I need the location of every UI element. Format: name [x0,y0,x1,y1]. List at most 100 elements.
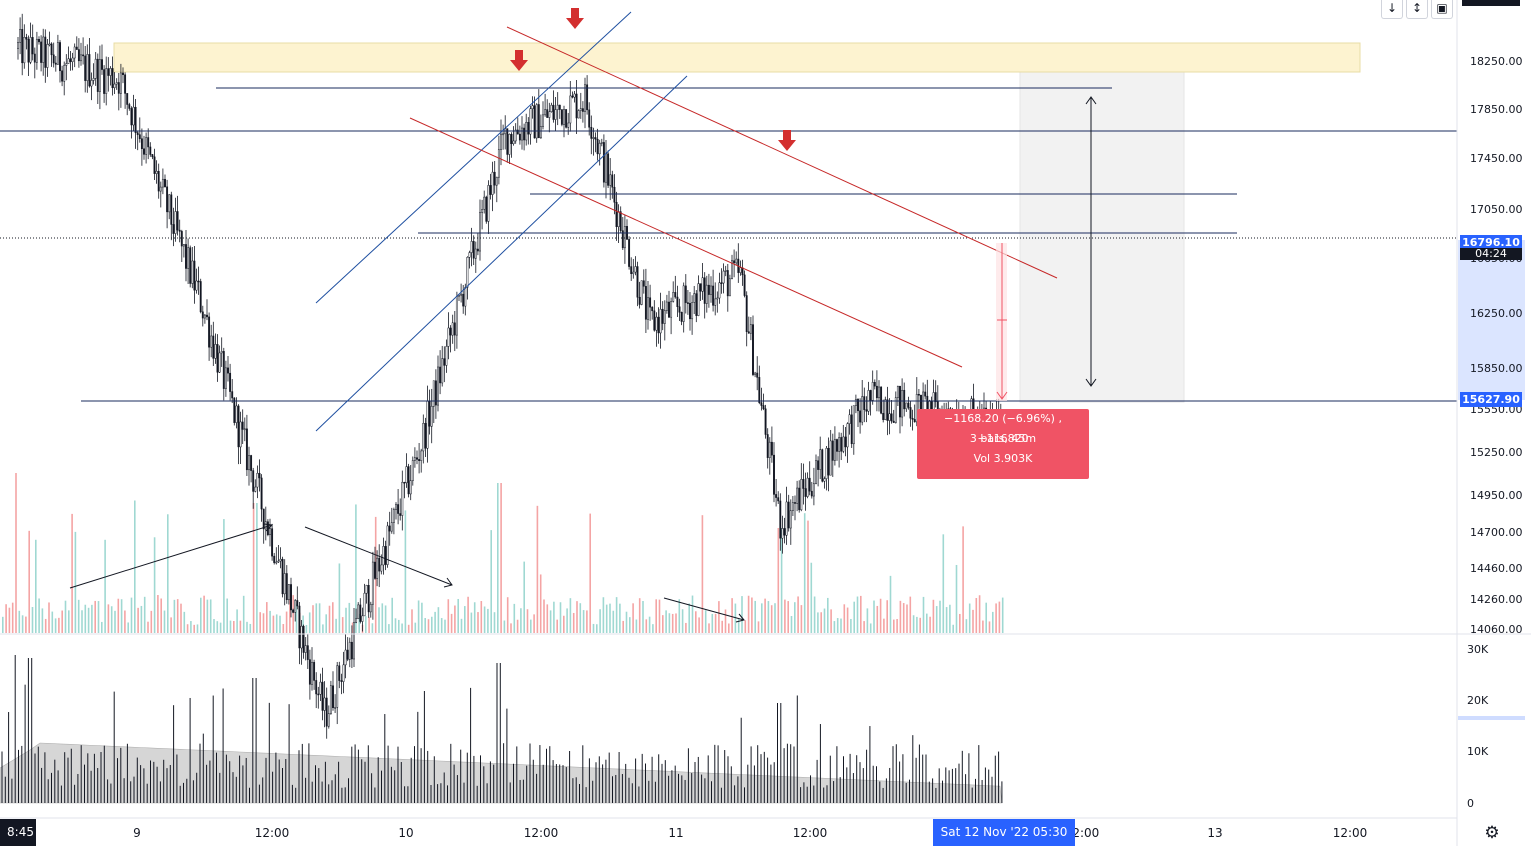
candle-body [743,274,746,296]
candle-body [334,707,337,709]
candle-body [794,502,796,504]
candle-body [54,62,57,65]
candle-body [115,82,118,85]
candle-body [382,546,385,566]
candle-body [693,293,696,303]
time-tick-label: 12:00 [255,826,290,840]
volume-bar [856,596,859,633]
candle-body [264,521,267,530]
candle-body [23,37,26,64]
volume-bar [440,618,443,633]
volume-bar [401,623,403,633]
candle-body [684,285,687,303]
candle-body [319,681,322,695]
time-axis[interactable]: 9 12:00 10 12:00 11 12:00 12:00 13 12:00 [133,826,1367,840]
candle-body [647,297,649,320]
volume-trend-arrow-up[interactable] [69,524,273,589]
candle-body [304,645,307,653]
candle-body [210,335,213,348]
candle-body [699,283,702,292]
volume-bar [734,603,737,633]
candle-body [426,401,429,449]
volume-bar [424,618,426,633]
countdown-tag: 04:24 [1460,248,1522,260]
candle-body [628,239,631,267]
down-arrow-icon[interactable] [566,8,584,29]
candle-body [663,310,666,324]
down-arrow-icon[interactable] [778,130,796,151]
top-price-stub [1462,0,1520,6]
volume-bar [209,599,212,633]
volume-bar [602,597,605,633]
candle-body [458,294,460,297]
candle-body [598,142,601,155]
price-tick-label: 15250.00 [1470,446,1523,459]
volume-bar [457,598,459,633]
volume-bar [404,510,407,633]
candle-body [781,528,784,539]
volume-bar [48,602,50,633]
collapse-icon[interactable]: ↕ [1406,0,1428,19]
candle-body [873,382,876,387]
candle-body [460,293,463,296]
volume-bar [764,598,766,633]
candle-body [764,408,767,435]
candle-body [90,80,93,87]
candle-body [56,42,59,65]
descending-channel-upper[interactable] [506,26,1058,279]
candle-body [907,402,910,408]
volume-bar [919,617,921,633]
volume-bar [813,596,816,633]
descending-channel-lower[interactable] [409,117,963,368]
candle-body [859,410,862,423]
volume-trend-arrow-down-2[interactable] [663,597,745,621]
volume-bar [101,621,103,633]
projection-box[interactable] [1019,69,1185,403]
candle-body [481,209,484,213]
volume-bar [97,601,100,633]
ascending-channel-lower[interactable] [315,75,688,432]
candle-body [258,472,261,479]
volume-bar [751,597,753,633]
candle-body [590,126,593,139]
volume-bar [678,599,681,633]
candle-body [615,201,618,228]
volume-bar [807,520,809,633]
candle-body [445,346,448,366]
candle-body [594,137,597,140]
volume-axis[interactable]: 0 10K 20K 30K [1467,643,1489,810]
candle-body [277,560,280,563]
candle-body [342,664,345,682]
candle-body [157,170,160,192]
volume-bar [800,605,803,633]
volume-bar [820,612,822,633]
volume-bar [450,613,453,633]
volume-bar [549,610,552,633]
settings-gear-icon[interactable]: ⚙ [1484,823,1500,843]
candle-body [880,386,883,414]
volume-tick-label: 30K [1467,643,1489,656]
volume-bar [259,612,261,633]
price-tick-label: 14700.00 [1470,526,1523,539]
volume-bar [995,603,997,633]
candle-body [405,466,408,483]
volume-trend-arrow-down[interactable] [304,526,453,586]
volume-bar [269,610,271,633]
price-axis[interactable]: 18250.0017850.0017450.0017050.0016650.00… [1470,55,1523,636]
support-price-tag: 15627.90 [1460,392,1522,407]
supply-zone[interactable] [113,42,1361,73]
down-arrow-icon[interactable] [510,50,528,71]
candle-body [697,283,700,316]
ascending-channel-upper[interactable] [315,11,632,304]
candle-body [607,153,610,186]
camera-icon[interactable]: ▣ [1431,0,1453,19]
volume-bar [315,603,318,633]
time-tick-label: 13 [1207,826,1222,840]
candle-body [779,500,782,539]
arrow-down-icon[interactable]: ↓ [1381,0,1403,19]
candle-body [164,178,166,188]
volume-bar [922,596,925,633]
candle-body [17,42,19,49]
candle-body [392,509,395,523]
